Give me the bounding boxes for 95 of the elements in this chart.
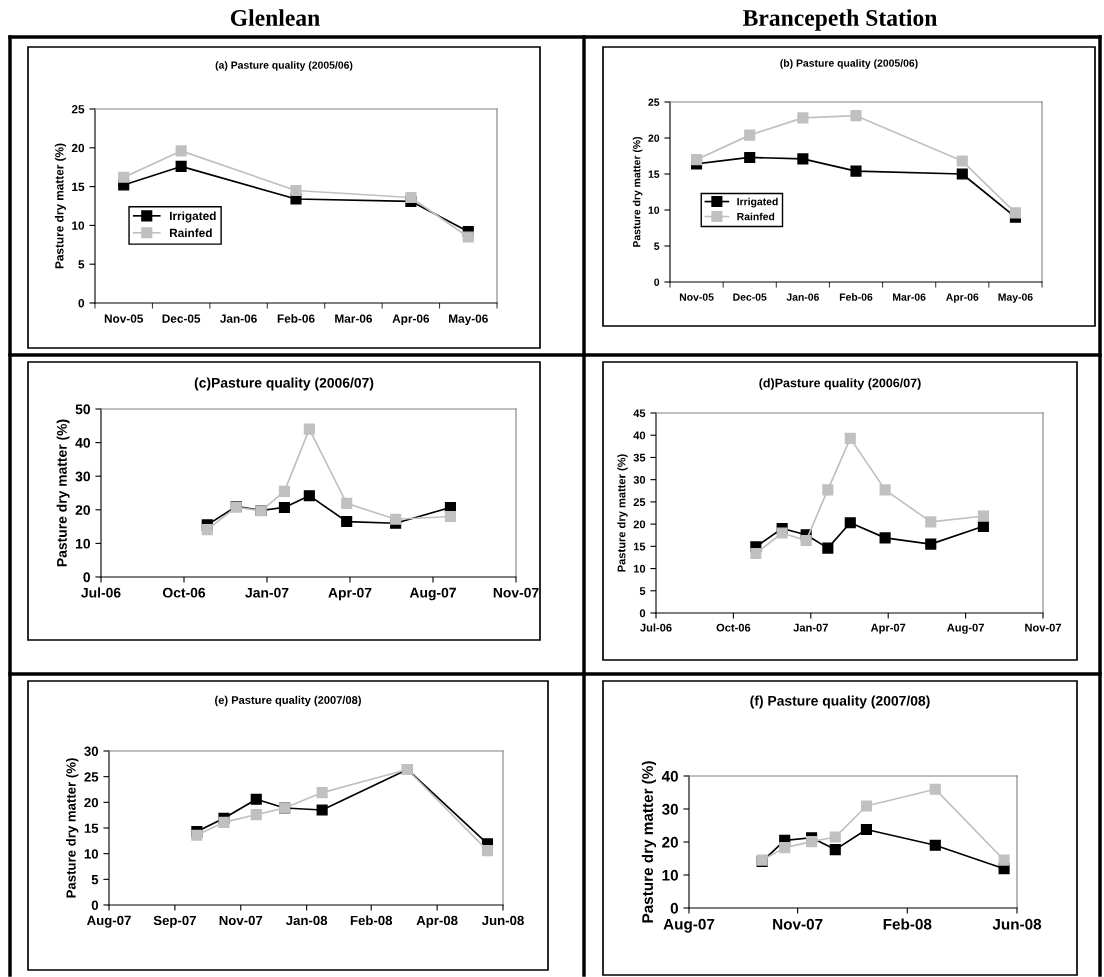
x-tick-label: Aug-07 <box>409 587 456 601</box>
y-tick-label: 35 <box>633 453 646 462</box>
legend-label: Irrigated <box>169 211 216 223</box>
x-tick-label: Jan-06 <box>220 314 257 323</box>
y-tick-label: 25 <box>84 772 99 782</box>
x-tick-label: Nov-05 <box>104 314 144 323</box>
x-tick-label: Jan-07 <box>245 587 289 598</box>
chart-title: (d)Pasture quality (2006/07) <box>759 378 921 390</box>
legend-label: Rainfed <box>737 212 775 221</box>
x-tick-label: Sep-07 <box>153 915 196 928</box>
y-tick-label: 50 <box>75 404 91 415</box>
x-tick-label: Apr-07 <box>328 587 372 601</box>
y-tick-label: 10 <box>633 564 646 573</box>
chart-title: (c)Pasture quality (2006/07) <box>194 377 374 391</box>
y-tick-label: 25 <box>71 105 85 114</box>
x-tick-label: Apr-07 <box>870 623 906 634</box>
y-tick-label: 15 <box>72 182 85 191</box>
x-tick-label: Feb-08 <box>883 918 932 930</box>
y-tick-label: 25 <box>648 98 660 106</box>
y-tick-label: 0 <box>639 609 646 618</box>
x-tick-label: Jan-08 <box>285 915 328 926</box>
x-tick-label: Nov-07 <box>773 918 823 930</box>
text: Brancepeth Station <box>743 9 938 31</box>
y-axis-title: Pasture dry matter (%) <box>56 419 70 567</box>
x-tick-label: Dec-05 <box>733 293 767 301</box>
y-tick-label: 0 <box>83 572 91 583</box>
y-tick-label: 45 <box>633 409 646 418</box>
y-tick-label: 0 <box>91 900 99 910</box>
y-tick-label: 10 <box>84 849 99 859</box>
x-tick-label: Jan-06 <box>786 293 819 301</box>
y-tick-label: 15 <box>84 823 99 833</box>
y-axis-title: Pasture dry matter (%) <box>632 136 643 247</box>
y-tick-label: 30 <box>633 475 646 484</box>
x-tick-label: Aug-07 <box>663 918 715 933</box>
y-tick-label: 5 <box>639 587 646 595</box>
y-tick-label: 25 <box>633 498 646 507</box>
y-tick-label: 10 <box>72 221 85 230</box>
y-tick-label: 20 <box>71 143 85 153</box>
y-tick-label: 20 <box>633 520 646 529</box>
y-tick-label: 5 <box>78 260 85 269</box>
text: Glenlean <box>230 9 320 26</box>
chart-title: (f) Pasture quality (2007/08) <box>750 695 930 709</box>
x-tick-label: Jun-08 <box>992 918 1042 930</box>
y-axis-title: Pasture dry matter (%) <box>66 758 79 898</box>
y-tick-label: 30 <box>75 471 91 482</box>
y-tick-label: 40 <box>661 770 678 782</box>
x-tick-label: Jan-07 <box>793 623 828 632</box>
legend-label: Irrigated <box>737 197 778 208</box>
chart-title: (e) Pasture quality (2007/08) <box>215 695 361 707</box>
x-tick-label: Nov-05 <box>679 293 714 301</box>
y-tick-label: 0 <box>78 299 85 308</box>
x-tick-label: Dec-05 <box>162 314 201 323</box>
y-tick-label: 30 <box>84 746 99 756</box>
x-tick-label: Oct-06 <box>716 623 751 632</box>
y-tick-label: 15 <box>648 170 660 178</box>
y-tick-label: 40 <box>75 437 91 448</box>
y-tick-label: 5 <box>654 242 660 250</box>
x-tick-label: Nov-07 <box>493 587 539 598</box>
x-tick-label: Mar-06 <box>335 314 373 323</box>
x-tick-label: Feb-06 <box>839 293 873 301</box>
y-tick-label: 30 <box>661 803 678 815</box>
legend-label: Rainfed <box>169 228 212 238</box>
y-tick-label: 15 <box>633 542 646 551</box>
y-tick-label: 20 <box>75 505 91 515</box>
y-axis-title: Pasture dry matter (%) <box>617 454 628 572</box>
x-tick-label: Oct-06 <box>162 587 206 598</box>
x-tick-label: Jul-06 <box>81 587 121 598</box>
y-tick-label: 0 <box>670 902 678 914</box>
x-tick-label: Nov-07 <box>1025 623 1062 632</box>
x-tick-label: Jun-08 <box>481 915 524 926</box>
y-tick-label: 10 <box>76 538 91 549</box>
x-tick-label: Nov-07 <box>219 915 263 926</box>
x-tick-label: Feb-08 <box>350 915 393 926</box>
y-tick-label: 10 <box>662 869 678 881</box>
x-tick-label: May-06 <box>449 314 488 326</box>
y-tick-label: 0 <box>654 278 660 286</box>
y-axis-title: Pasture dry matter (%) <box>54 143 66 269</box>
y-tick-label: 5 <box>91 875 99 885</box>
y-tick-label: 20 <box>662 836 678 848</box>
y-tick-label: 10 <box>648 206 660 214</box>
x-tick-label: Feb-06 <box>277 314 315 323</box>
x-tick-label: Aug-07 <box>947 623 984 634</box>
x-tick-label: Aug-07 <box>86 915 131 928</box>
x-tick-label: Jul-06 <box>640 623 672 632</box>
y-axis-title: Pasture dry matter (%) <box>641 761 657 923</box>
chart-title: (a) Pasture quality (2005/06) <box>215 61 353 71</box>
y-tick-label: 20 <box>84 797 99 808</box>
x-tick-label: Apr-06 <box>946 293 979 303</box>
x-tick-label: Mar-06 <box>893 293 926 301</box>
x-tick-label: Apr-08 <box>416 915 458 928</box>
x-tick-label: May-06 <box>998 293 1033 303</box>
y-tick-label: 40 <box>633 431 646 440</box>
chart-title: (b) Pasture quality (2005/06) <box>780 59 918 69</box>
y-tick-label: 20 <box>648 134 660 142</box>
x-tick-label: Apr-06 <box>392 314 430 326</box>
